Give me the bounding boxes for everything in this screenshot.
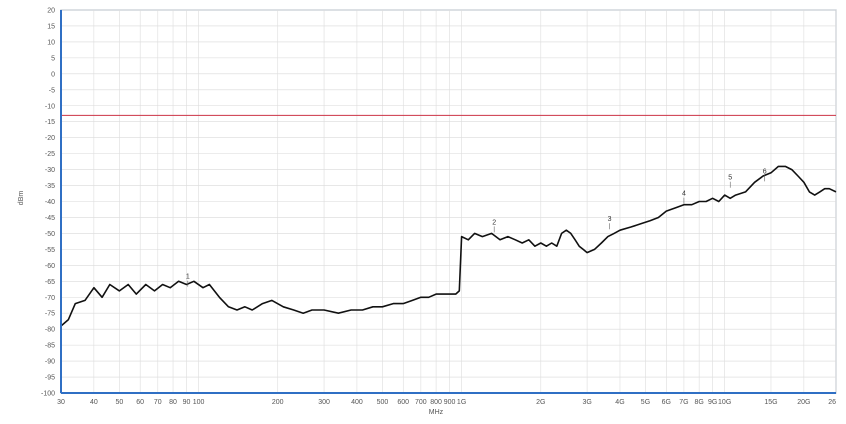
marker-label: 2 xyxy=(492,219,496,226)
x-tick-label: 2G xyxy=(536,399,545,406)
y-tick-label: -45 xyxy=(45,215,55,222)
x-tick-label: 40 xyxy=(90,399,98,406)
x-tick-label: 800 xyxy=(430,399,442,406)
y-tick-label: 15 xyxy=(47,23,55,30)
x-tick-label: 400 xyxy=(351,399,363,406)
y-tick-label: -25 xyxy=(45,151,55,158)
y-tick-labels: 20 15 10 5 0 -5 -10 -15 -20 -25 -30 -35 -40 -45 -50 -55… xyxy=(41,8,55,398)
y-tick-label: -10 xyxy=(45,103,55,110)
y-tick-label: -20 xyxy=(45,135,55,142)
y-tick-label: -55 xyxy=(45,247,55,254)
y-tick-label: -65 xyxy=(45,279,55,286)
series-line xyxy=(60,165,837,327)
x-tick-labels: 30 40 50 60 70 80 90 100 200 300 400 500 600 700 800 90… xyxy=(57,399,836,406)
y-tick-label: -75 xyxy=(45,311,55,318)
x-tick-label: 15G xyxy=(764,399,777,406)
y-tick-label: -5 xyxy=(49,87,55,94)
y-tick-label: 10 xyxy=(47,39,55,46)
x-tick-label: 50 xyxy=(115,399,123,406)
x-tick-label: 20G xyxy=(797,399,810,406)
marker-label: 6 xyxy=(763,168,767,175)
x-axis-title: MHz xyxy=(429,409,444,416)
y-tick-label: 5 xyxy=(51,55,55,62)
marker-group: 1 2 3 4 5 6 xyxy=(186,168,767,287)
y-tick-label: 0 xyxy=(51,71,55,78)
series-group xyxy=(60,165,837,327)
grid xyxy=(60,9,837,394)
x-tick-label: 5G xyxy=(641,399,650,406)
y-tick-label: -35 xyxy=(45,183,55,190)
marker-label: 4 xyxy=(682,191,686,198)
x-tick-label: 70 xyxy=(154,399,162,406)
x-tick-label: 1G xyxy=(457,399,466,406)
x-tick-label: 900 xyxy=(444,399,456,406)
marker-label: 1 xyxy=(186,274,190,281)
y-tick-label: -70 xyxy=(45,295,55,302)
y-tick-label: -95 xyxy=(45,375,55,382)
x-tick-label: 9G xyxy=(708,399,717,406)
x-tick-label: 300 xyxy=(318,399,330,406)
x-tick-label: 26 xyxy=(828,399,836,406)
y-tick-label: -85 xyxy=(45,343,55,350)
y-axis-title: dBm xyxy=(18,191,25,206)
x-tick-label: 10G xyxy=(718,399,731,406)
y-tick-label: -100 xyxy=(41,391,55,398)
y-tick-label: -90 xyxy=(45,359,55,366)
x-tick-label: 700 xyxy=(415,399,427,406)
y-tick-label: 20 xyxy=(47,8,55,15)
y-tick-label: -60 xyxy=(45,263,55,270)
x-tick-label: 60 xyxy=(136,399,144,406)
x-tick-label: 200 xyxy=(272,399,284,406)
x-tick-label: 80 xyxy=(169,399,177,406)
x-tick-label: 8G xyxy=(694,399,703,406)
marker-label: 3 xyxy=(608,216,612,223)
y-tick-label: -40 xyxy=(45,199,55,206)
y-tick-label: -30 xyxy=(45,167,55,174)
x-tick-label: 7G xyxy=(679,399,688,406)
y-tick-label: -15 xyxy=(45,119,55,126)
x-tick-label: 3G xyxy=(582,399,591,406)
x-tick-label: 4G xyxy=(615,399,624,406)
x-tick-label: 100 xyxy=(193,399,205,406)
x-tick-label: 6G xyxy=(662,399,671,406)
x-tick-label: 30 xyxy=(57,399,65,406)
y-tick-label: -50 xyxy=(45,231,55,238)
y-tick-label: -80 xyxy=(45,327,55,334)
marker-label: 5 xyxy=(728,175,732,182)
x-tick-label: 600 xyxy=(397,399,409,406)
x-tick-label: 90 xyxy=(183,399,191,406)
x-tick-label: 500 xyxy=(377,399,389,406)
